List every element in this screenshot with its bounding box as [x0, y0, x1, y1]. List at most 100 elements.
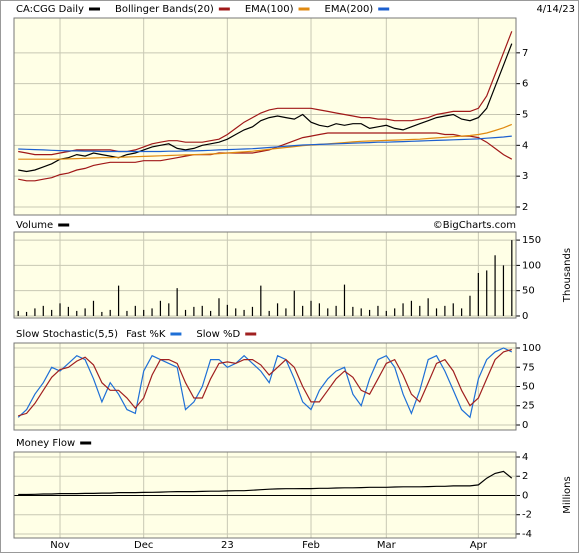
volume-bar — [226, 304, 228, 316]
volume-bar — [218, 298, 220, 316]
legend-label: CA:CGG Daily — [16, 4, 84, 15]
volume-bar — [477, 272, 479, 316]
volume-bar — [25, 311, 28, 316]
x-tick-label: Feb — [302, 540, 320, 551]
plot-border — [13, 451, 517, 539]
y-tick-label: 150 — [522, 235, 541, 246]
volume-bar — [84, 308, 86, 316]
y-tick-label: 2 — [522, 202, 528, 213]
y-tick-label: 50 — [522, 382, 535, 393]
legend-label: EMA(200) — [325, 4, 374, 15]
y-tick-label: 3 — [522, 171, 528, 182]
y-tick-label: 2 — [522, 471, 528, 482]
volume-bar — [511, 240, 513, 316]
volume-bar — [184, 309, 187, 316]
volume-bar — [276, 303, 279, 316]
volume-bar — [293, 290, 295, 316]
volume-bar — [126, 310, 128, 316]
volume-bar — [34, 308, 36, 316]
volume-bar — [419, 305, 421, 316]
volume-bar — [210, 310, 212, 316]
y-tick-label: 100 — [522, 343, 541, 354]
volume-bar — [360, 308, 362, 316]
volume-bar — [385, 310, 387, 316]
volume-bar — [410, 300, 413, 316]
volume-bar — [444, 305, 446, 316]
y-tick-label: -2 — [522, 510, 532, 521]
volume-bar — [235, 308, 237, 316]
plot-border — [13, 17, 517, 216]
volume-bar — [42, 305, 44, 316]
y-tick-label: 75 — [522, 362, 535, 373]
legend-label: Slow %D — [196, 329, 240, 340]
panel-title: Slow Stochastic(5,5) — [16, 329, 118, 340]
x-tick-label: 23 — [221, 540, 234, 551]
series-line — [18, 470, 513, 496]
x-tick-label: Dec — [134, 540, 153, 551]
y-axis-label: Thousands — [562, 248, 573, 303]
volume-bar — [101, 311, 103, 316]
annotation: ©BigCharts.com — [433, 220, 516, 231]
series-line — [18, 135, 512, 153]
plot-border — [13, 231, 517, 319]
volume-bar — [486, 270, 488, 316]
volume-bar — [17, 310, 19, 316]
volume-bar — [176, 288, 178, 316]
y-tick-label: -4 — [522, 529, 532, 540]
y-axis-label: Millions — [562, 476, 573, 513]
volume-bar — [67, 306, 69, 316]
x-tick-label: Apr — [470, 540, 488, 551]
volume-bar — [310, 300, 312, 316]
series-line — [18, 132, 513, 182]
legend-label: EMA(100) — [245, 4, 294, 15]
series-line — [18, 348, 512, 417]
y-tick-label: 5 — [522, 109, 528, 120]
series-line — [18, 31, 513, 156]
volume-bar — [343, 284, 346, 316]
volume-bar — [151, 308, 153, 316]
volume-bar — [335, 305, 337, 316]
y-tick-label: 7 — [522, 48, 528, 59]
volume-bar — [268, 310, 270, 316]
volume-bar — [494, 255, 496, 316]
volume-bar — [461, 308, 463, 316]
series-line — [17, 347, 513, 419]
volume-bar — [109, 309, 111, 316]
volume-bar — [502, 265, 505, 316]
series-line — [18, 123, 513, 160]
volume-bar — [134, 305, 136, 316]
volume-bar — [302, 305, 304, 316]
volume-bar — [260, 285, 262, 316]
y-tick-label: 0 — [522, 490, 528, 501]
volume-bar — [143, 309, 145, 316]
plot-area — [13, 231, 517, 319]
y-tick-label: 0 — [522, 311, 528, 322]
legend-label: Bollinger Bands(20) — [115, 4, 214, 15]
volume-bar — [193, 306, 195, 316]
x-tick-label: Mar — [377, 540, 397, 551]
y-tick-label: 100 — [522, 260, 541, 271]
y-tick-label: 4 — [522, 452, 528, 463]
volume-bar — [251, 306, 254, 316]
volume-bar — [76, 310, 78, 316]
volume-bar — [377, 305, 379, 316]
legend-label: Money Flow — [16, 438, 75, 449]
volume-bar — [168, 303, 170, 316]
volume-bar — [59, 303, 61, 316]
volume-bar — [318, 303, 320, 316]
annotation: 4/14/23 — [536, 4, 575, 15]
y-tick-label: 6 — [522, 79, 528, 90]
volume-bar — [51, 309, 53, 316]
volume-bar — [402, 303, 404, 316]
volume-bar — [327, 308, 329, 316]
series-line — [18, 43, 513, 173]
volume-bar — [469, 295, 471, 316]
legend-label: Fast %K — [126, 329, 166, 340]
volume-bar — [285, 308, 287, 316]
y-tick-label: 4 — [522, 140, 528, 151]
volume-bar — [427, 298, 429, 316]
legend-label: Volume — [16, 220, 53, 231]
volume-bar — [243, 309, 245, 316]
x-tick-label: Nov — [50, 540, 70, 551]
